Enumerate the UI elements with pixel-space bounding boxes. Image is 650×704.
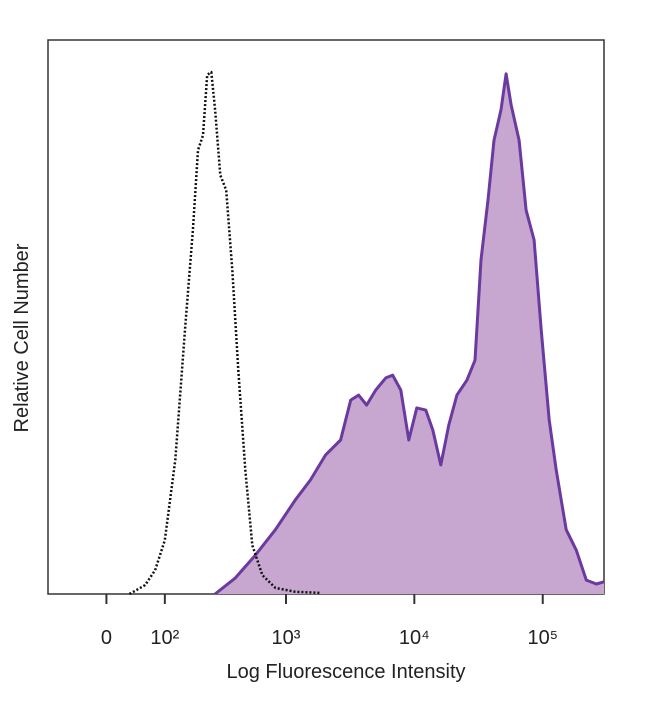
histogram-line xyxy=(214,72,605,596)
x-tick-label: 10² xyxy=(150,627,179,649)
x-tick-label: 10⁵ xyxy=(527,627,558,649)
y-axis-title: Relative Cell Number xyxy=(11,243,33,432)
x-axis-title: Log Fluorescence Intensity xyxy=(226,661,465,683)
x-tick-label: 10⁴ xyxy=(399,627,430,649)
x-tick-label: 10³ xyxy=(272,627,301,649)
x-tick-label: 0 xyxy=(101,627,112,649)
histogram-area xyxy=(215,73,604,595)
